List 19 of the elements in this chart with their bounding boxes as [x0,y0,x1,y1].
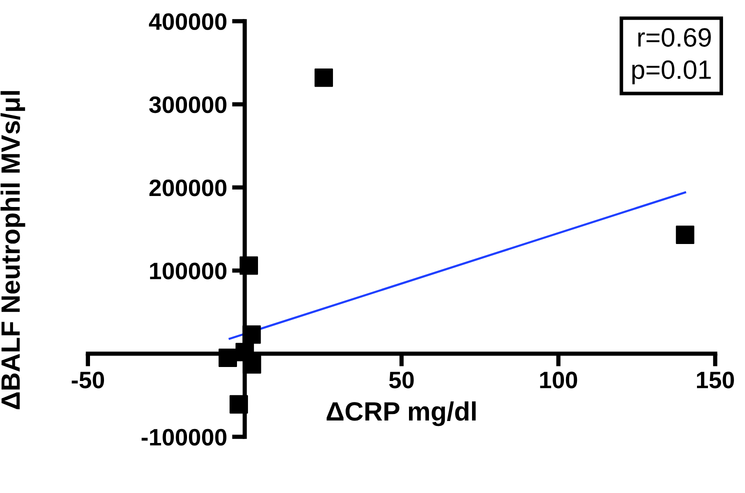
point [676,226,694,244]
point [242,355,262,374]
y-tick-label: -100000 [142,428,226,446]
point [230,395,248,414]
x-tick-label: 100 [540,372,578,388]
point [218,348,237,368]
x-axis-title: ΔCRP mg/dl [326,401,476,426]
y-tick-label: 100000 [150,262,226,280]
x-tick-label: 50 [389,372,414,388]
point [314,68,333,87]
y-tick-label: 400000 [148,13,226,30]
annotation: r=0.69 p=0.01 [632,28,711,84]
point [242,325,261,344]
y-tick-label: 200000 [149,180,226,196]
point [240,256,258,275]
x-tick-label: 150 [696,372,734,388]
y-axis-title: ΔBALF Neutrophil MVs/μl [0,91,26,410]
y-tick-label: 300000 [149,96,226,114]
x-tick-label: -50 [72,372,104,388]
